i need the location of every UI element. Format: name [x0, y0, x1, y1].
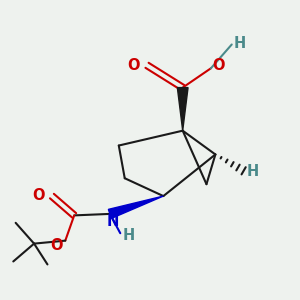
Text: O: O — [212, 58, 225, 74]
Text: H: H — [247, 164, 259, 179]
Text: O: O — [50, 238, 62, 253]
Text: O: O — [32, 188, 44, 203]
Polygon shape — [108, 196, 164, 218]
Text: H: H — [234, 35, 246, 50]
Polygon shape — [177, 88, 188, 131]
Text: N: N — [107, 214, 119, 229]
Text: O: O — [127, 58, 140, 73]
Text: H: H — [123, 228, 135, 243]
